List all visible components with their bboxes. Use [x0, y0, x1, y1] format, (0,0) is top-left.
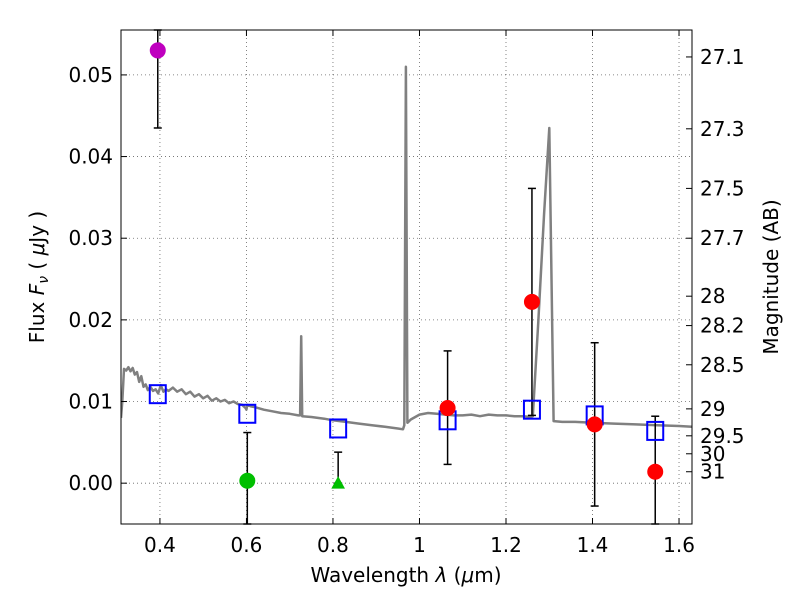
model-photometry-square: [238, 403, 257, 424]
right-tick-label: 31: [700, 460, 725, 484]
model-photometry-square: [329, 418, 348, 439]
model-photometry-square: [646, 420, 665, 441]
observed-flux-point: [647, 463, 664, 480]
y-axis-label: Flux Fν ( μJy ): [25, 211, 52, 343]
observed-flux-point: [523, 293, 540, 310]
right-tick-label: 29.5: [700, 424, 745, 448]
x-tick-label: 1: [413, 533, 426, 557]
right-tick-label: 27.7: [700, 226, 745, 250]
x-tick-label: 1.6: [663, 533, 695, 557]
y-tick-label: 0.05: [68, 63, 113, 87]
right-tick-label: 27.1: [700, 45, 745, 69]
right-tick-label: 28.5: [700, 353, 745, 377]
model-spectrum-line: [121, 65, 692, 431]
x-axis-label: Wavelength λ (μm): [310, 563, 501, 587]
y-tick-label: 0.02: [68, 308, 113, 332]
right-tick-label: 27.3: [700, 117, 745, 141]
observed-flux-point: [239, 472, 256, 489]
tick-labels: 0.4 0.6 0.8 1 1.2 1.4 1.6 0.00 0.01 0.02 0.03 0.04 0…: [68, 45, 744, 557]
observed-flux-point: [439, 400, 456, 417]
right-tick-label: 29: [700, 397, 725, 421]
right-tick-label: 28.2: [700, 314, 745, 338]
axes: [120, 29, 693, 525]
plot-frame: [120, 29, 693, 525]
model-photometry-square: [522, 399, 541, 420]
observed-upper-limit-marker: [331, 476, 345, 489]
observed-flux-point: [586, 416, 603, 433]
y-tick-label: 0.01: [68, 390, 113, 414]
x-tick-label: 1.4: [577, 533, 609, 557]
y-tick-label: 0.00: [68, 471, 113, 495]
model-photometry-square: [148, 384, 167, 405]
right-tick-label: 28: [700, 284, 725, 308]
x-tick-label: 0.8: [317, 533, 349, 557]
observed-flux-point: [149, 42, 166, 59]
right-tick-label: 30: [700, 442, 725, 466]
plot-series: [121, 29, 692, 525]
y-tick-label: 0.04: [68, 145, 113, 169]
x-tick-label: 1.2: [490, 533, 522, 557]
x-tick-label: 0.6: [231, 533, 263, 557]
right-axis-label: Magnitude (AB): [759, 199, 783, 354]
x-tick-label: 0.4: [144, 533, 176, 557]
y-tick-label: 0.03: [68, 226, 113, 250]
right-tick-label: 27.5: [700, 176, 745, 200]
